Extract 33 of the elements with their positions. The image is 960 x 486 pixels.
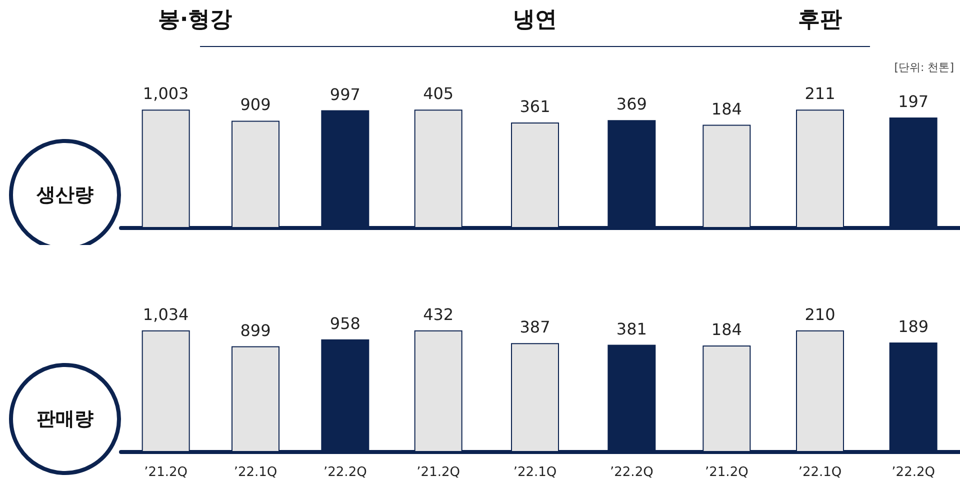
data-label: 432 — [423, 304, 454, 324]
data-label: 997 — [330, 84, 360, 104]
x-tick-label: ’22.1Q — [513, 465, 557, 480]
chart-title: 냉연 — [513, 8, 557, 32]
data-label: 369 — [616, 94, 647, 114]
y-axis-title: 판매량 — [36, 408, 94, 430]
data-label: 189 — [898, 317, 929, 336]
text: [단위: 천톤] — [894, 61, 954, 74]
data-label: 210 — [804, 304, 836, 324]
y-axis-title: 생산량 — [36, 184, 94, 206]
x-tick-label: ’22.2Q — [324, 465, 367, 480]
x-tick-label: ’22.2Q — [610, 465, 654, 480]
chart-title: 봉·형강 — [158, 8, 232, 32]
x-tick-label: ’22.1Q — [234, 465, 278, 480]
data-label: 184 — [711, 320, 742, 339]
data-label: 899 — [240, 320, 271, 340]
data-label: 909 — [240, 95, 271, 114]
x-tick-label: ’22.1Q — [798, 465, 842, 480]
data-label: 361 — [520, 96, 550, 116]
data-label: 958 — [330, 314, 360, 333]
x-tick-label: ’21.2Q — [705, 465, 748, 480]
data-label: 381 — [616, 319, 647, 338]
data-label: 197 — [898, 92, 929, 111]
x-tick-label: ’21.2Q — [416, 465, 460, 480]
data-label: 405 — [423, 84, 454, 104]
x-tick-label: ’21.2Q — [144, 465, 188, 480]
x-tick-label: ’22.2Q — [892, 465, 935, 480]
data-label: 184 — [711, 99, 742, 118]
data-label: 211 — [804, 84, 836, 104]
data-label: 1,034 — [142, 304, 189, 324]
chart-title: 후판 — [798, 8, 842, 32]
data-label: 387 — [520, 318, 550, 337]
data-label: 1,003 — [142, 84, 189, 104]
